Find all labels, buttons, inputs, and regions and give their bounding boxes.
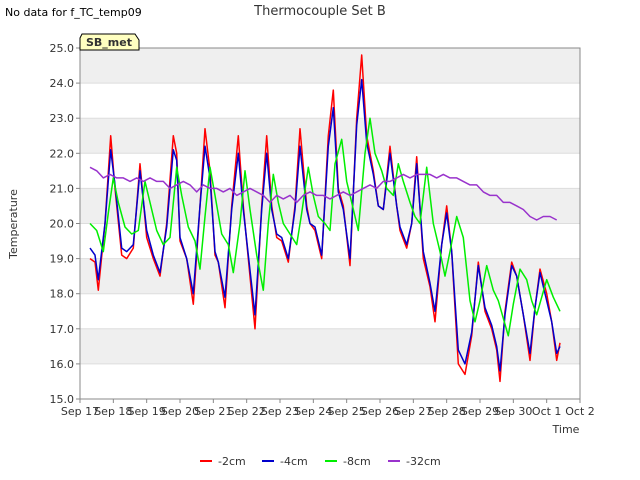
- y-tick-label: 15.0: [50, 393, 75, 406]
- y-axis-label: Temperature: [7, 189, 20, 260]
- y-tick-label: 17.0: [50, 323, 75, 336]
- series-line--32cm: [89, 166, 558, 221]
- x-tick-label: Sep 21: [194, 405, 232, 418]
- x-tick-label: Sep 29: [461, 405, 499, 418]
- x-tick-label: Sep 24: [294, 405, 332, 418]
- x-tick-label: Sep 23: [261, 405, 299, 418]
- y-tick-label: 19.0: [50, 253, 75, 266]
- x-tick-label: Sep 28: [428, 405, 466, 418]
- legend-item: -2cm: [200, 455, 246, 468]
- legend-item: -4cm: [262, 455, 308, 468]
- site-badge-label: SB_met: [86, 36, 132, 49]
- y-tick-label: 25.0: [50, 42, 75, 55]
- legend-label: -4cm: [280, 455, 308, 468]
- series-lines: [89, 54, 561, 383]
- x-tick-label: Sep 22: [228, 405, 266, 418]
- x-tick-label: Sep 19: [128, 405, 166, 418]
- x-tick-label: Sep 18: [94, 405, 132, 418]
- y-tick-label: 23.0: [50, 112, 75, 125]
- y-tick-label: 16.0: [50, 358, 75, 371]
- x-tick-label: Sep 20: [161, 405, 199, 418]
- band: [80, 188, 580, 224]
- x-axis-label: Time: [552, 423, 580, 436]
- y-tick-label: 20.0: [50, 218, 75, 231]
- band: [80, 258, 580, 294]
- y-tick-label: 24.0: [50, 77, 75, 90]
- x-tick-label: Sep 30: [494, 405, 532, 418]
- legend-label: -32cm: [406, 455, 441, 468]
- series-line--8cm: [89, 117, 561, 337]
- y-tick-label: 22.0: [50, 147, 75, 160]
- x-tick-label: Oct 1: [532, 405, 562, 418]
- legend: -2cm -4cm -8cm -32cm: [200, 455, 441, 468]
- band: [80, 328, 580, 364]
- x-tick-label: Sep 27: [394, 405, 432, 418]
- x-tick-label: Sep 25: [328, 405, 366, 418]
- background-bands: [80, 48, 580, 364]
- y-axis-ticks: 15.0 16.0 17.0 18.0 19.0 20.0 21.0 22.0 23.0 24.0…: [50, 42, 80, 406]
- y-tick-label: 21.0: [50, 182, 75, 195]
- x-tick-label: Oct 2: [565, 405, 595, 418]
- legend-label: -8cm: [343, 455, 371, 468]
- series-line--4cm: [89, 78, 561, 372]
- legend-label: -2cm: [218, 455, 246, 468]
- band: [80, 48, 580, 84]
- site-badge: SB_met: [79, 33, 140, 51]
- chart-title: Thermocouple Set B: [253, 4, 386, 19]
- x-tick-label: Sep 17: [61, 405, 99, 418]
- legend-item: -8cm: [325, 455, 371, 468]
- no-data-message: No data for f_TC_temp09: [5, 6, 142, 19]
- legend-item: -32cm: [388, 455, 441, 468]
- x-tick-label: Sep 26: [361, 405, 399, 418]
- site-badge-box: [79, 33, 140, 51]
- y-tick-label: 18.0: [50, 288, 75, 301]
